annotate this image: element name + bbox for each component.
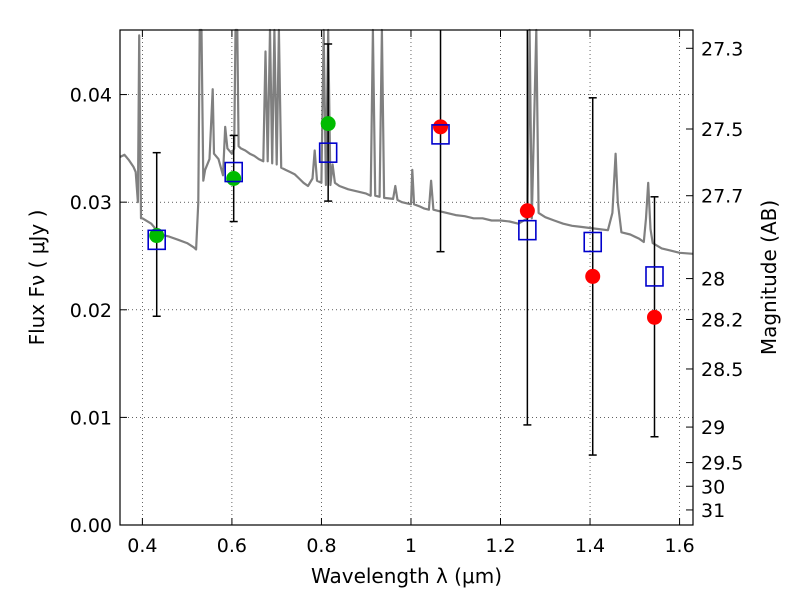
x-axis-ticks: 0.4 0.6 0.8 1 1.2 1.4 1.6	[127, 30, 695, 557]
x-tick-label: 1.6	[664, 535, 694, 557]
plot-frame	[119, 29, 694, 526]
observed-optical-point	[149, 228, 165, 244]
observed-optical-point	[320, 116, 336, 132]
y2-tick-label: 31	[701, 500, 725, 522]
model-photometry-point	[431, 124, 450, 145]
observed-optical-point	[226, 171, 242, 186]
y2-axis-label: Magnitude (AB)	[757, 200, 781, 355]
observed-points	[149, 116, 663, 325]
observed-nir-point	[519, 203, 535, 219]
model-spectrum-line	[119, 28, 694, 255]
y2-tick-label: 30	[701, 476, 725, 498]
model-photometry-point	[224, 161, 244, 183]
y2-tick-label: 29	[701, 417, 725, 439]
model-photometry-point	[147, 229, 167, 251]
y2-tick-label: 27.3	[701, 38, 743, 60]
x-axis-label: Wavelength λ (μm)	[311, 564, 502, 588]
y2-tick-label: 28.2	[701, 309, 743, 331]
y2-tick-label: 27.5	[701, 119, 743, 141]
y-tick-label: 0.02	[70, 300, 112, 322]
observed-nir-point	[585, 268, 601, 284]
model-photometry-point	[318, 142, 338, 163]
y2-tick-label: 29.5	[701, 453, 743, 475]
y-axis-label: Flux Fν ( μJy )	[25, 210, 49, 346]
x-tick-label: 1.4	[575, 535, 605, 557]
observed-nir-point	[433, 119, 449, 135]
model-photometry-point	[518, 219, 537, 241]
x-tick-label: 0.4	[127, 535, 157, 557]
y-tick-label: 0.04	[70, 85, 112, 107]
model-photometry-point	[583, 231, 603, 253]
y-axis-ticks: 0.00 0.01 0.02 0.03 0.04	[70, 85, 127, 537]
y2-tick-label: 28.5	[701, 359, 743, 381]
x-tick-label: 1	[405, 535, 417, 557]
y-tick-label: 0.00	[70, 515, 112, 537]
error-bars	[152, 30, 659, 456]
y2-tick-label: 27.7	[701, 186, 743, 208]
model-photometry-point	[645, 266, 664, 287]
y-tick-label: 0.03	[70, 192, 112, 214]
x-tick-label: 1.2	[485, 535, 515, 557]
model-points	[147, 124, 664, 287]
grid-lines	[120, 30, 693, 526]
y2-tick-label: 28	[701, 269, 725, 291]
plot-area	[119, 28, 694, 456]
x-tick-label: 0.8	[306, 535, 336, 557]
x-tick-label: 0.6	[217, 535, 247, 557]
observed-nir-point	[647, 309, 663, 325]
y-tick-label: 0.01	[70, 407, 112, 429]
